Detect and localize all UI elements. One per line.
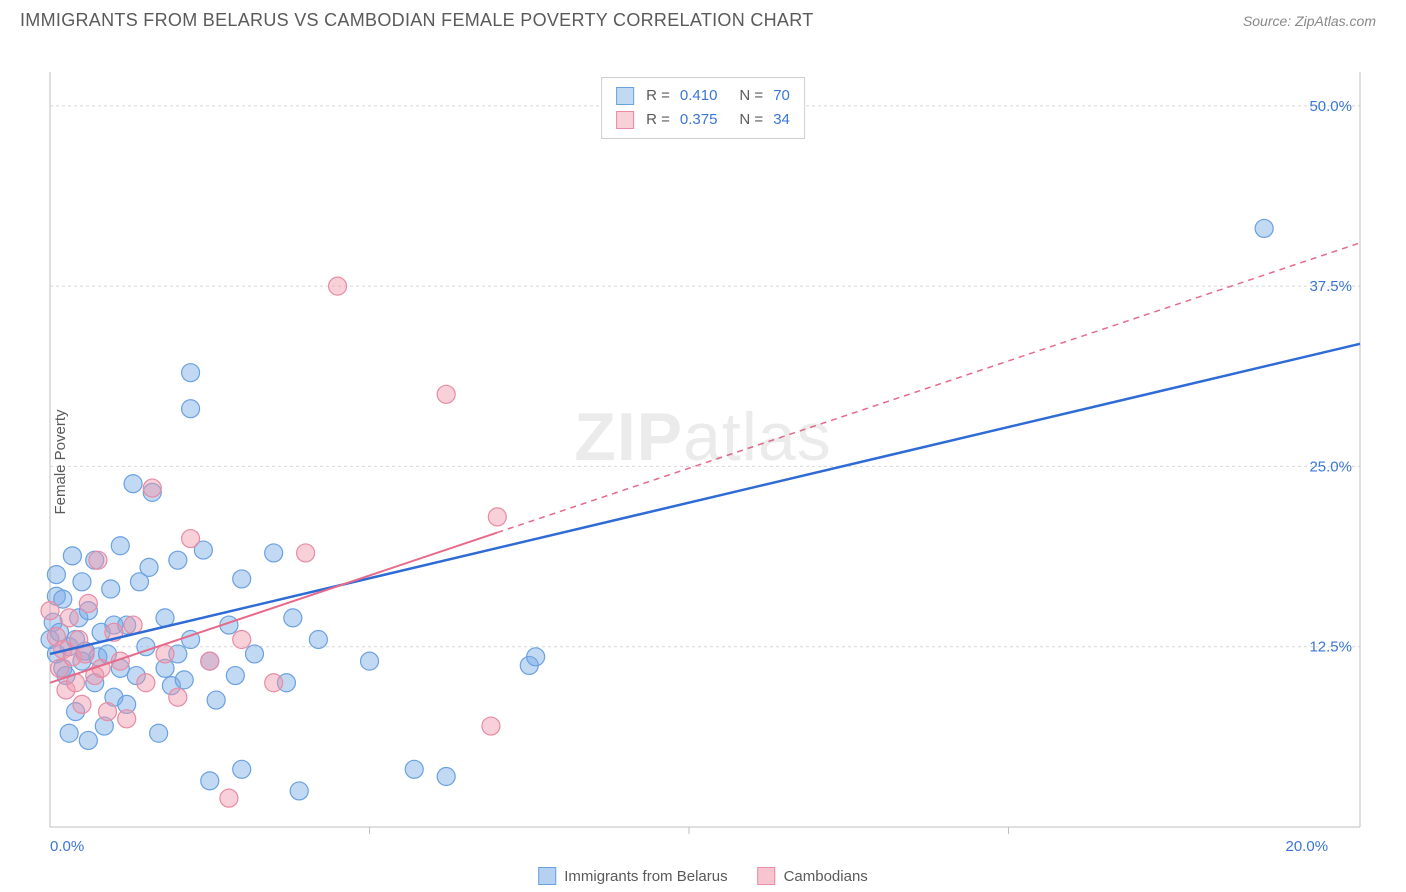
data-point [182, 400, 200, 418]
data-point [482, 717, 500, 735]
data-point [437, 768, 455, 786]
data-point [226, 667, 244, 685]
data-point [233, 631, 251, 649]
data-point [73, 695, 91, 713]
r-value: 0.375 [680, 108, 718, 132]
svg-text:20.0%: 20.0% [1286, 838, 1329, 855]
data-point [156, 645, 174, 663]
data-point [41, 602, 59, 620]
data-point [73, 573, 91, 591]
legend-swatch [616, 111, 634, 129]
data-point [124, 616, 142, 634]
data-point [118, 710, 136, 728]
data-point [60, 609, 78, 627]
chart-title: IMMIGRANTS FROM BELARUS VS CAMBODIAN FEM… [20, 10, 814, 31]
data-point [361, 652, 379, 670]
regression-line [50, 344, 1360, 654]
data-point [284, 609, 302, 627]
data-point [89, 551, 107, 569]
source-attribution: Source: ZipAtlas.com [1243, 13, 1376, 29]
data-point [405, 760, 423, 778]
data-point [169, 688, 187, 706]
n-value: 70 [773, 84, 790, 108]
data-point [329, 277, 347, 295]
data-point [201, 772, 219, 790]
data-point [233, 760, 251, 778]
data-point [169, 551, 187, 569]
legend-row: R = 0.375 N = 34 [616, 108, 790, 132]
data-point [140, 558, 158, 576]
data-point [488, 508, 506, 526]
data-point [1255, 219, 1273, 237]
r-label: R = [646, 108, 670, 132]
data-point [527, 648, 545, 666]
data-point [265, 674, 283, 692]
data-point [137, 674, 155, 692]
data-point [150, 724, 168, 742]
data-point [175, 671, 193, 689]
data-point [79, 594, 97, 612]
scatter-plot: 12.5% 25.0% 37.5% 50.0% 0.0% 20.0% [0, 37, 1406, 857]
r-label: R = [646, 84, 670, 108]
data-point [111, 537, 129, 555]
legend-row: R = 0.410 N = 70 [616, 84, 790, 108]
data-point [143, 479, 161, 497]
data-point [60, 724, 78, 742]
r-value: 0.410 [680, 84, 718, 108]
correlation-legend: R = 0.410 N = 70 R = 0.375 N = 34 [601, 77, 805, 139]
svg-text:0.0%: 0.0% [50, 838, 84, 855]
svg-text:25.0%: 25.0% [1309, 458, 1352, 475]
legend-swatch [616, 87, 634, 105]
data-point [63, 547, 81, 565]
n-value: 34 [773, 108, 790, 132]
legend-swatch [758, 867, 776, 885]
data-point [99, 703, 117, 721]
svg-text:37.5%: 37.5% [1309, 278, 1352, 295]
data-point [437, 385, 455, 403]
data-point [47, 566, 65, 584]
n-label: N = [739, 84, 763, 108]
legend-item: Immigrants from Belarus [538, 867, 727, 885]
data-point [265, 544, 283, 562]
legend-item: Cambodians [758, 867, 868, 885]
data-point [102, 580, 120, 598]
data-point [201, 652, 219, 670]
y-axis-label: Female Poverty [52, 409, 69, 514]
data-point [290, 782, 308, 800]
data-point [220, 789, 238, 807]
data-point [297, 544, 315, 562]
series-legend: Immigrants from Belarus Cambodians [538, 867, 868, 885]
data-point [182, 530, 200, 548]
data-point [233, 570, 251, 588]
n-label: N = [739, 108, 763, 132]
svg-text:50.0%: 50.0% [1309, 98, 1352, 115]
data-point [182, 364, 200, 382]
data-point [245, 645, 263, 663]
data-point [79, 731, 97, 749]
legend-swatch [538, 867, 556, 885]
chart-container: Female Poverty 12.5% 25.0% 37.5% 50.0% 0.0% 2… [0, 37, 1406, 887]
data-point [124, 475, 142, 493]
svg-text:12.5%: 12.5% [1309, 639, 1352, 656]
legend-label: Cambodians [784, 868, 868, 885]
data-point [309, 631, 327, 649]
data-point [207, 691, 225, 709]
legend-label: Immigrants from Belarus [564, 868, 727, 885]
chart-header: IMMIGRANTS FROM BELARUS VS CAMBODIAN FEM… [0, 0, 1406, 37]
